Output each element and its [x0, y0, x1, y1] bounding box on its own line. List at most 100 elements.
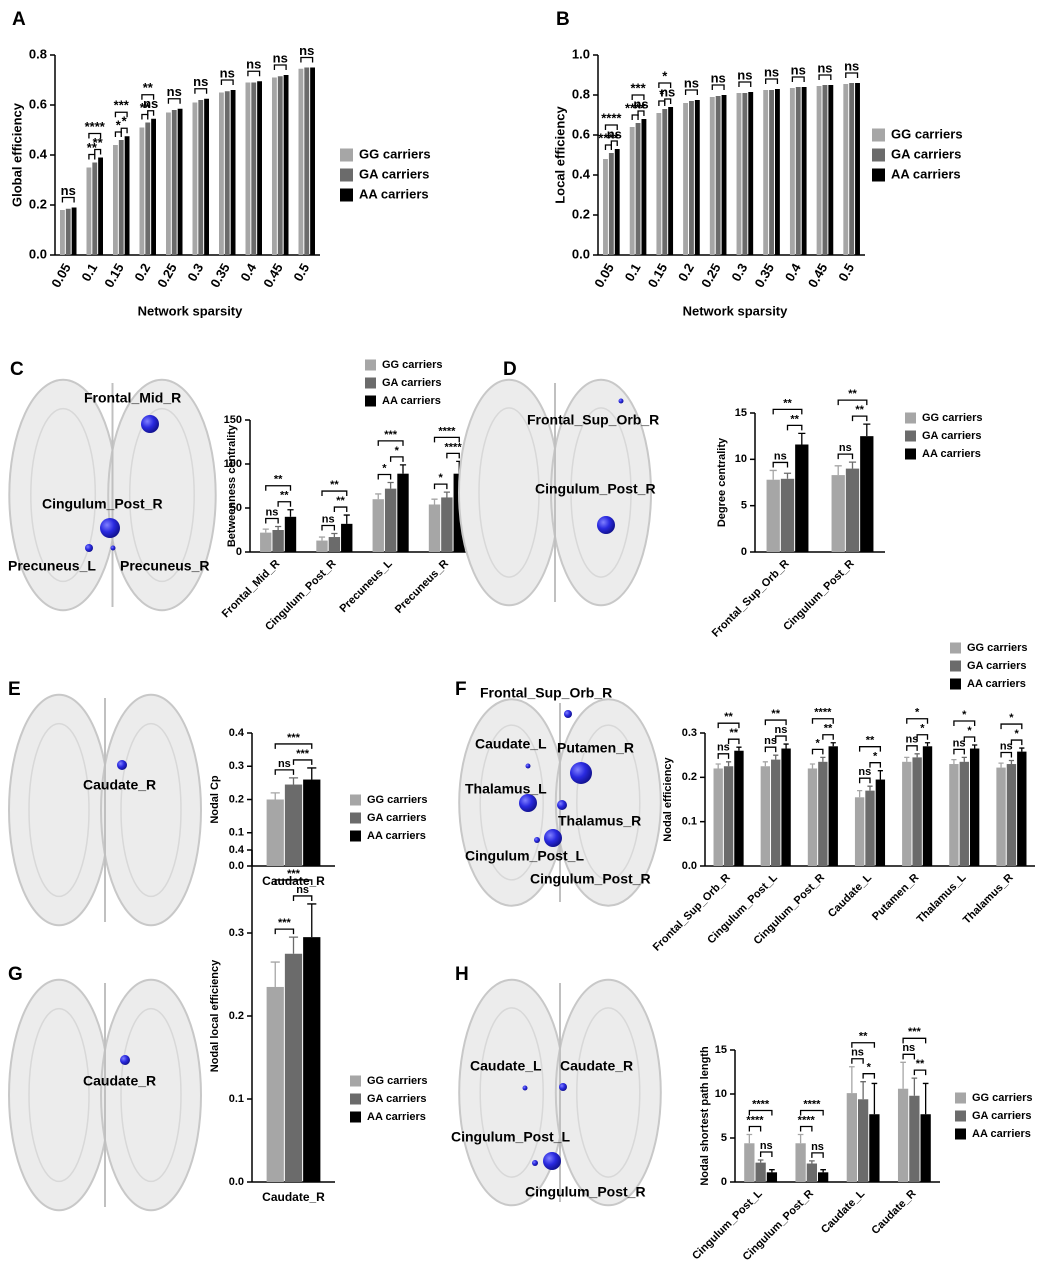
significance-label: ***: [908, 1026, 922, 1038]
bar: [284, 953, 303, 1182]
y-tick-label: 0.2: [229, 793, 244, 805]
y-tick-label: 0.8: [29, 46, 47, 61]
brain-node: [519, 794, 537, 812]
legend-label: GA carriers: [972, 1110, 1032, 1122]
bar: [723, 766, 734, 866]
x-tick-label: Caudate_R: [869, 1188, 918, 1237]
brain-node: [618, 398, 624, 404]
brain-fold: [28, 1007, 90, 1183]
significance-label: ***: [630, 80, 646, 95]
brain-node: [543, 1152, 561, 1170]
y-tick-label: 0.1: [229, 1093, 244, 1105]
significance-label: *: [1014, 728, 1019, 740]
significance-bracket: [141, 94, 155, 100]
error-bar: [820, 1169, 826, 1173]
bar: [86, 167, 92, 255]
significance-bracket: [147, 110, 155, 116]
significance-bracket: [858, 777, 871, 784]
bar: [831, 475, 845, 552]
bar: [755, 1162, 766, 1182]
bar: [92, 162, 98, 255]
brain-fold: [576, 724, 641, 881]
brain-hemisphere: [8, 693, 110, 927]
error-bar: [399, 464, 407, 474]
significance-bracket: [913, 1069, 927, 1076]
significance-bracket: [433, 436, 460, 443]
bar: [897, 1088, 909, 1182]
significance-label: *: [1009, 712, 1014, 724]
y-tick-label: 15: [715, 1044, 727, 1056]
legend-label: GG carriers: [922, 412, 983, 424]
y-tick-label: 0.3: [229, 927, 244, 939]
error-bar: [867, 785, 873, 791]
brain-hemisphere: [8, 978, 110, 1212]
significance-bracket: [114, 111, 128, 118]
significance-bracket: [786, 424, 803, 431]
y-tick-label: 0.0: [29, 246, 47, 261]
y-tick-label: 0.4: [572, 166, 591, 181]
x-tick-label: 0.25: [154, 261, 180, 290]
y-tick-label: 0.6: [572, 126, 590, 141]
bar: [909, 1095, 920, 1182]
legend-label: GA carriers: [922, 430, 982, 442]
y-tick-label: 0.0: [229, 860, 244, 872]
bar: [857, 1099, 869, 1182]
error-bar: [270, 792, 280, 800]
error-bar: [914, 753, 920, 758]
legend-label: GA carriers: [967, 660, 1027, 672]
bar: [441, 497, 453, 552]
significance-bracket: [772, 461, 789, 468]
x-tick-label: Precuneus_L: [337, 558, 395, 616]
error-bar: [288, 777, 299, 785]
panel-letter: C: [10, 359, 24, 380]
significance-label: ns: [764, 64, 779, 79]
significance-bracket: [727, 738, 740, 745]
bar: [614, 149, 620, 255]
error-bar: [375, 493, 382, 500]
error-bar: [270, 961, 280, 987]
significance-label: ns: [902, 1042, 915, 1054]
y-axis-label: Nodal shortest path length: [699, 1046, 711, 1186]
significance-bracket: [858, 746, 882, 752]
significance-bracket: [446, 452, 460, 459]
bar: [865, 790, 875, 866]
y-axis-label: Nodal Cp: [209, 775, 221, 824]
significance-label: ns: [844, 58, 859, 73]
legend-swatch: [350, 1111, 361, 1123]
significance-bracket: [377, 440, 404, 446]
significance-label: **: [866, 735, 875, 747]
significance-bracket: [851, 1042, 876, 1048]
legend-swatch: [365, 377, 376, 389]
bar: [266, 799, 284, 866]
bar: [771, 759, 781, 866]
significance-bracket: [717, 753, 730, 759]
significance-label: ns: [1000, 740, 1013, 752]
bar: [224, 91, 230, 255]
y-tick-label: 0: [741, 546, 747, 558]
legend-label: GA carriers: [891, 146, 961, 161]
significance-label: ns: [660, 84, 675, 99]
bar: [748, 92, 754, 255]
significance-label: ***: [384, 429, 398, 441]
significance-label: **: [859, 1031, 868, 1043]
x-tick-label: 0.15: [101, 261, 127, 290]
significance-label: ****: [803, 1098, 821, 1110]
y-tick-label: 50: [230, 502, 242, 514]
region-label: Thalamus_R: [558, 813, 641, 829]
bar: [303, 779, 321, 866]
bar: [204, 98, 209, 255]
significance-label: **: [330, 479, 339, 491]
brain-node: [117, 760, 127, 770]
bar: [855, 83, 860, 255]
x-tick-label: Frontal_Sup_Orb_R: [651, 872, 733, 954]
bar: [177, 108, 183, 255]
bar: [65, 208, 71, 255]
y-tick-label: 10: [735, 453, 747, 465]
y-tick-label: 0.2: [29, 196, 47, 211]
significance-label: *: [816, 737, 821, 749]
significance-bracket: [194, 88, 208, 94]
brain-fold: [128, 407, 195, 583]
significance-bracket: [604, 144, 612, 150]
legend-swatch: [872, 168, 885, 182]
brain-fold: [478, 407, 540, 578]
